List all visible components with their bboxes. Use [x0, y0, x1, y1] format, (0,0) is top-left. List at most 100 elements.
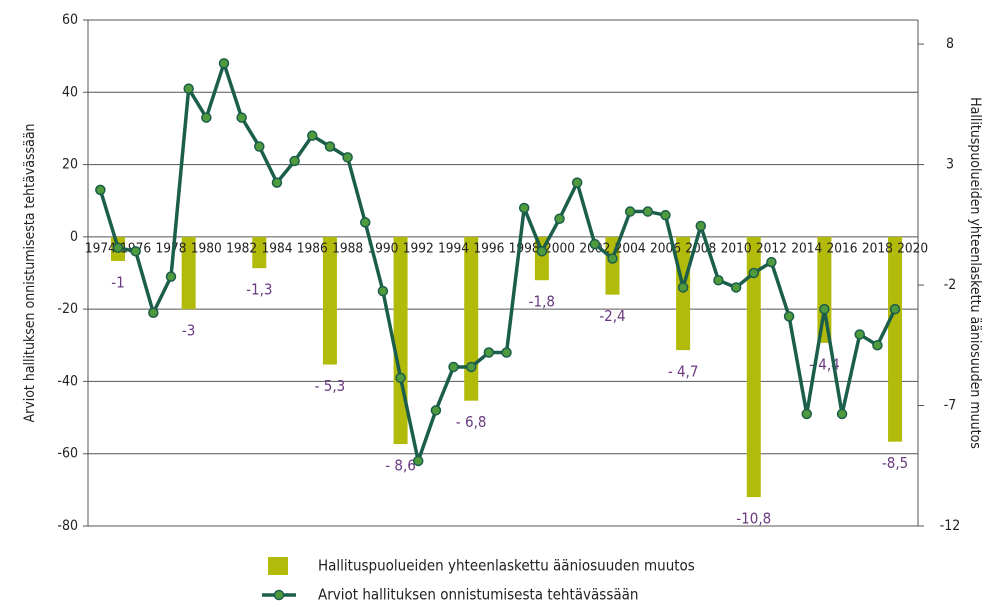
marker	[660, 209, 671, 221]
marker	[677, 282, 689, 293]
marker	[430, 405, 442, 416]
marker	[360, 217, 371, 228]
x-tick-label: 1994	[438, 241, 469, 256]
marker	[130, 246, 141, 257]
legend-label: Hallituspuolueiden yhteenlaskettu äänios…	[318, 557, 695, 575]
marker	[801, 408, 812, 420]
marker	[872, 340, 883, 351]
marker	[324, 141, 336, 152]
marker	[730, 282, 742, 293]
marker	[201, 112, 212, 123]
legend-marker	[273, 589, 285, 601]
y2-tick-label: -2	[944, 277, 957, 293]
x-tick-label: 1986	[297, 241, 328, 256]
bar	[181, 236, 196, 310]
marker	[695, 220, 707, 232]
value-label: - 4,7	[668, 363, 699, 381]
x-tick-label: 2018	[862, 241, 893, 256]
bar	[817, 236, 832, 343]
y2-tick-label: -7	[944, 398, 957, 414]
y2-tick-label: -12	[940, 518, 961, 534]
value-label: -10,8	[736, 510, 771, 528]
x-tick-label: 2000	[544, 241, 575, 256]
marker	[307, 130, 318, 141]
y2-tick-label: 8	[946, 36, 954, 52]
y-tick-label: 60	[62, 12, 78, 28]
x-tick-label: 1992	[403, 241, 434, 256]
marker	[536, 246, 548, 257]
bar	[322, 236, 337, 365]
x-tick-label: 2014	[791, 241, 822, 256]
legend-swatch	[268, 557, 288, 575]
y-tick-label: -20	[57, 301, 78, 317]
x-tick-label: 1996	[473, 241, 504, 256]
marker	[713, 274, 724, 286]
marker	[271, 177, 283, 188]
bar	[888, 236, 903, 442]
marker	[218, 58, 230, 69]
value-label: - 8,6	[385, 457, 416, 475]
marker	[165, 271, 177, 282]
value-label: -3	[182, 322, 195, 340]
value-label: -1	[111, 273, 124, 291]
x-tick-label: 1990	[367, 241, 398, 256]
marker	[554, 213, 565, 225]
bar	[676, 236, 691, 351]
marker	[766, 256, 777, 268]
y-tick-label: -60	[57, 446, 78, 462]
value-label: -8,5	[882, 454, 908, 472]
value-label: - 5,3	[315, 377, 346, 395]
value-label: -1,8	[529, 293, 555, 311]
marker	[289, 155, 300, 167]
bar	[393, 236, 408, 445]
marker	[501, 347, 512, 358]
x-tick-label: 2020	[897, 241, 928, 256]
marker	[377, 285, 389, 297]
marker	[342, 152, 353, 163]
marker	[624, 206, 636, 217]
marker	[112, 242, 124, 253]
y-tick-label: -80	[57, 518, 78, 534]
y-tick-label: 20	[62, 157, 78, 173]
x-tick-label: 1998	[509, 241, 540, 256]
marker	[395, 372, 406, 384]
x-tick-label: 1982	[226, 241, 257, 256]
value-label: - 6,8	[456, 413, 487, 431]
y-axis-title: Arviot hallituksen onnistumisesta tehtäv…	[22, 123, 38, 422]
marker	[95, 184, 106, 196]
x-tick-label: 2004	[615, 241, 646, 256]
marker	[819, 303, 830, 315]
y-tick-label: 40	[62, 84, 78, 100]
marker	[183, 83, 194, 94]
bar	[746, 236, 761, 498]
y2-tick-label: 3	[946, 157, 954, 173]
marker	[148, 307, 159, 319]
marker	[518, 202, 530, 214]
y-tick-label: -40	[57, 373, 78, 389]
marker	[254, 141, 265, 152]
marker	[448, 361, 459, 373]
marker	[854, 329, 865, 340]
marker	[748, 267, 760, 279]
x-tick-label: 1978	[156, 241, 187, 256]
marker	[412, 455, 424, 467]
line	[98, 61, 897, 463]
marker	[589, 238, 601, 250]
marker	[465, 361, 477, 373]
marker	[483, 347, 495, 358]
x-tick-label: 1988	[332, 241, 363, 256]
x-tick-label: 1984	[261, 241, 292, 256]
x-tick-label: 2010	[721, 241, 752, 256]
x-tick-label: 1974	[85, 241, 116, 256]
x-tick-label: 1980	[191, 241, 222, 256]
x-tick-label: 2012	[756, 241, 787, 256]
bar	[252, 236, 267, 269]
legend-label: Arviot hallituksen onnistumisesta tehtäv…	[318, 586, 638, 604]
marker	[642, 206, 654, 217]
marker	[889, 303, 901, 315]
y-tick-label: 0	[70, 229, 78, 245]
y2-axis-title: Hallituspuolueiden yhteenlaskettu äänios…	[967, 97, 983, 449]
marker	[571, 177, 583, 188]
marker	[783, 311, 795, 322]
